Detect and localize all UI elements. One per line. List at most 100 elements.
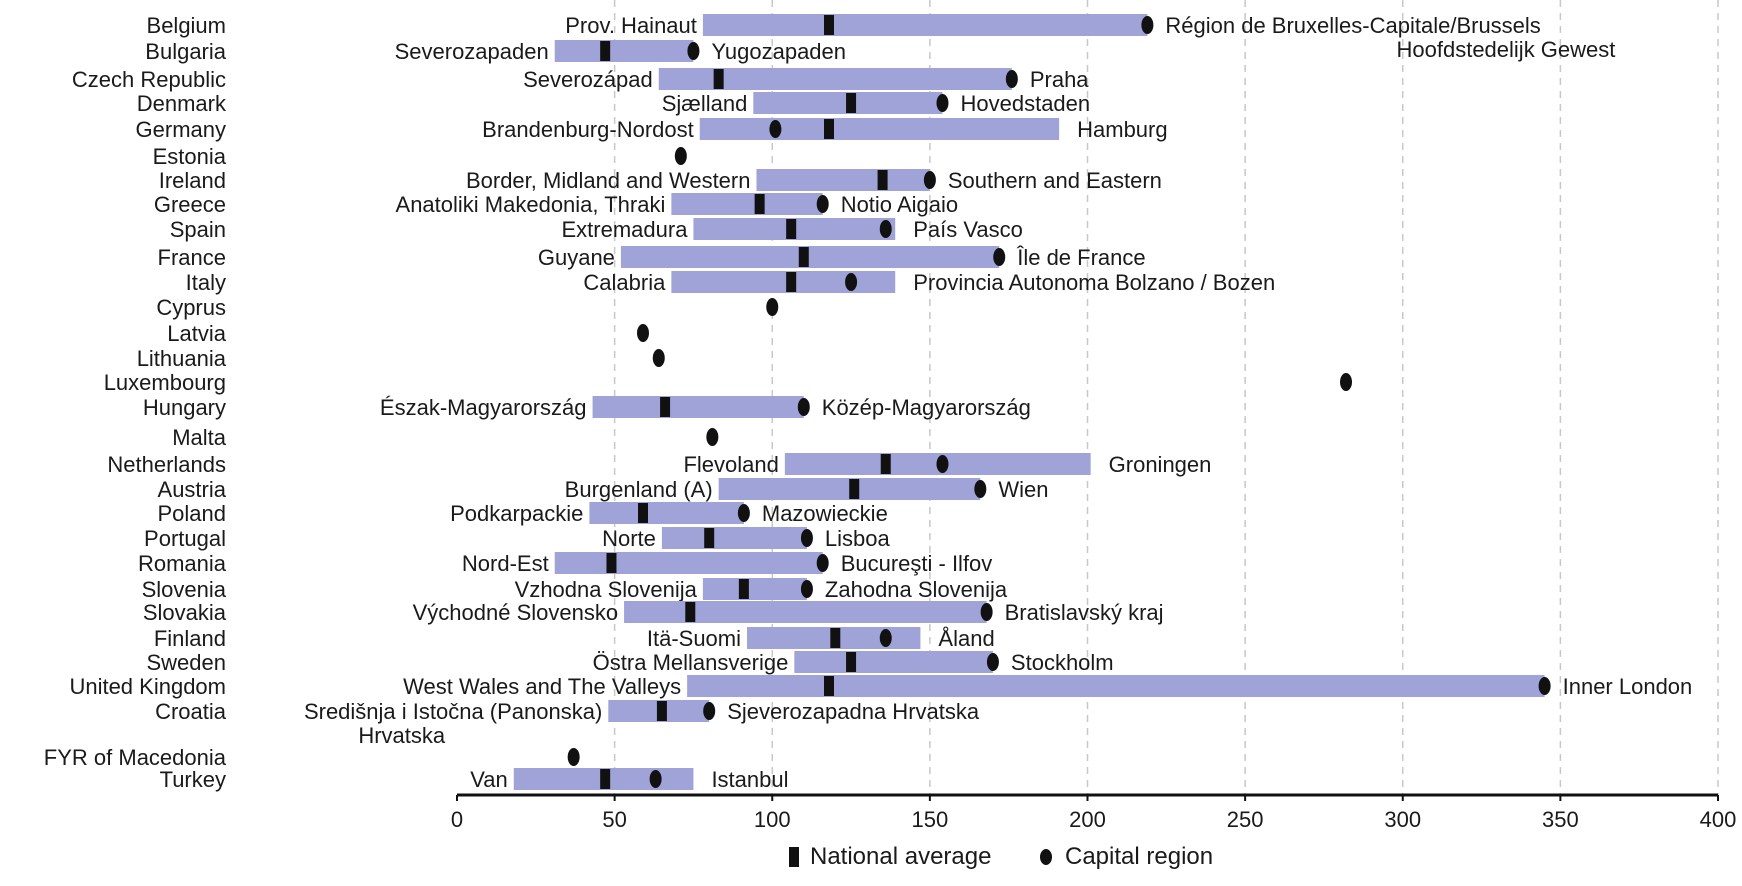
capital-region-marker xyxy=(706,428,719,446)
range-bar xyxy=(554,552,823,574)
max-region-label: Praha xyxy=(1030,67,1089,92)
range-bar xyxy=(620,246,1000,268)
x-tick-label: 400 xyxy=(1700,807,1737,832)
capital-region-marker xyxy=(652,349,665,367)
country-label: Slovakia xyxy=(143,600,227,625)
max-region-label: Közép-Magyarország xyxy=(822,395,1031,420)
x-tick-label: 150 xyxy=(912,807,949,832)
max-region-label: País Vasco xyxy=(913,217,1023,242)
capital-region-marker xyxy=(737,504,750,522)
x-tick-label: 50 xyxy=(602,807,626,832)
capital-region-marker xyxy=(800,529,813,547)
capital-region-marker xyxy=(879,220,892,238)
capital-region-marker xyxy=(703,702,716,720)
country-label: Croatia xyxy=(155,699,227,724)
max-region-label: Istanbul xyxy=(711,767,788,792)
range-bar xyxy=(624,601,987,623)
national-average-marker xyxy=(600,41,611,61)
national-average-marker xyxy=(823,119,834,139)
min-region-label: West Wales and The Valleys xyxy=(403,674,681,699)
x-tick-label: 350 xyxy=(1542,807,1579,832)
capital-region-marker xyxy=(1340,373,1353,391)
max-region-label: Notio Aigaio xyxy=(841,192,958,217)
country-label: Hungary xyxy=(143,395,226,420)
country-label: Poland xyxy=(157,501,226,526)
capital-region-marker xyxy=(936,455,949,473)
country-label: Denmark xyxy=(137,91,227,116)
country-label: Ireland xyxy=(159,168,226,193)
max-region-label: Bratislavský kraj xyxy=(1005,600,1164,625)
country-label: Czech Republic xyxy=(72,67,226,92)
min-region-label: Središnja i Istočna (Panonska) xyxy=(304,699,602,724)
capital-region-marker xyxy=(766,298,779,316)
country-label: Spain xyxy=(170,217,226,242)
max-region-label: Sjeverozapadna Hrvatska xyxy=(727,699,980,724)
max-region-label: Île de France xyxy=(1016,245,1145,270)
max-region-label: Inner London xyxy=(1563,674,1693,699)
max-region-label: Wien xyxy=(998,477,1048,502)
min-region-label: Guyane xyxy=(538,245,615,270)
national-average-marker xyxy=(600,769,611,789)
capital-region-marker xyxy=(797,398,810,416)
x-tick-label: 0 xyxy=(451,807,463,832)
legend-national-label: National average xyxy=(810,843,991,870)
min-region-label: Vzhodna Slovenija xyxy=(515,577,698,602)
national-average-marker xyxy=(738,579,749,599)
range-bar xyxy=(658,68,1012,90)
min-region-label: Észak-Magyarország xyxy=(380,395,587,420)
national-average-marker xyxy=(823,15,834,35)
country-label: Belgium xyxy=(147,13,226,38)
min-region-label: Severozápad xyxy=(523,67,653,92)
x-tick-label: 300 xyxy=(1384,807,1421,832)
legend-national-marker xyxy=(789,847,799,867)
range-bar xyxy=(702,14,1148,36)
national-average-marker xyxy=(704,528,715,548)
country-label: United Kingdom xyxy=(69,674,226,699)
country-label: Turkey xyxy=(160,767,226,792)
capital-region-marker xyxy=(993,248,1006,266)
national-average-marker xyxy=(849,479,860,499)
range-bar xyxy=(589,502,744,524)
max-region-label: Hovedstaden xyxy=(960,91,1090,116)
range-bar xyxy=(756,169,930,191)
capital-region-marker xyxy=(816,195,829,213)
max-region-label: Southern and Eastern xyxy=(948,168,1162,193)
min-region-label: Burgenland (A) xyxy=(565,477,713,502)
national-average-marker xyxy=(660,397,671,417)
capital-region-marker xyxy=(769,120,782,138)
legend-capital-label: Capital region xyxy=(1065,843,1213,870)
max-region-label: Yugozapaden xyxy=(711,39,846,64)
max-region-label: Zahodna Slovenija xyxy=(825,577,1008,602)
max-region-label: Provincia Autonoma Bolzano / Bozen xyxy=(913,270,1275,295)
country-label: Cyprus xyxy=(156,295,226,320)
range-bar xyxy=(687,675,1545,697)
national-average-marker xyxy=(713,69,724,89)
country-label: Finland xyxy=(154,626,226,651)
min-region-label: Hrvatska xyxy=(358,723,446,748)
range-bar xyxy=(671,193,823,215)
min-region-label: Východné Slovensko xyxy=(413,600,618,625)
national-average-marker xyxy=(656,701,667,721)
range-bar xyxy=(592,396,804,418)
country-label: Sweden xyxy=(146,650,226,675)
max-region-label: Stockholm xyxy=(1011,650,1114,675)
country-label: Netherlands xyxy=(107,452,226,477)
min-region-label: Prov. Hainaut xyxy=(565,13,697,38)
national-average-marker xyxy=(606,553,617,573)
country-label: Estonia xyxy=(153,144,227,169)
country-label: Greece xyxy=(154,192,226,217)
national-average-marker xyxy=(637,503,648,523)
capital-region-marker xyxy=(1141,16,1154,34)
max-region-label: Lisboa xyxy=(825,526,891,551)
x-tick-label: 250 xyxy=(1227,807,1264,832)
min-region-label: Border, Midland and Western xyxy=(466,168,751,193)
national-average-marker xyxy=(880,454,891,474)
country-label: Italy xyxy=(186,270,226,295)
national-average-marker xyxy=(830,628,841,648)
capital-region-marker xyxy=(800,580,813,598)
national-average-marker xyxy=(823,676,834,696)
min-region-label: Extremadura xyxy=(561,217,688,242)
legend-capital-marker xyxy=(1040,849,1052,865)
capital-region-marker xyxy=(567,748,580,766)
